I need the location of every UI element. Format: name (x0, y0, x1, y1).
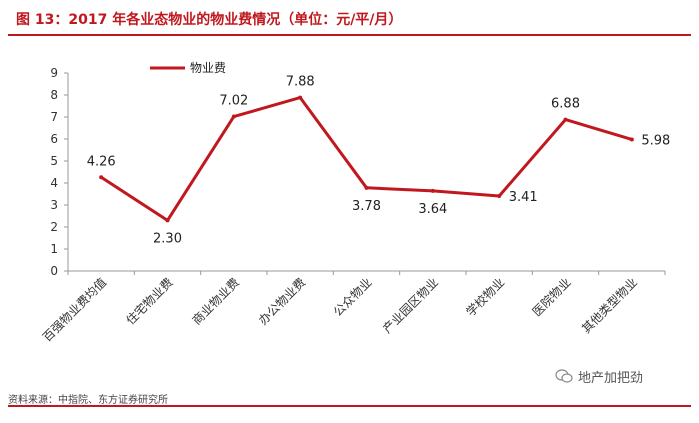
data-point (629, 137, 634, 142)
y-tick-label: 3 (50, 198, 58, 212)
data-point (563, 117, 568, 122)
y-tick-label: 5 (50, 154, 58, 168)
data-label: 7.02 (219, 94, 248, 109)
x-tick-label: 住宅物业费 (123, 275, 176, 328)
data-point (165, 218, 170, 223)
x-tick-label: 其他类型物业 (579, 275, 640, 336)
data-label: 7.88 (286, 75, 315, 90)
x-tick-label: 百强物业费均值 (39, 275, 109, 345)
figure-title-bar: 图 13：2017 年各业态物业的物业费情况（单位：元/平/月） (8, 10, 691, 36)
y-tick-label: 2 (50, 220, 58, 234)
data-label: 3.64 (418, 202, 447, 217)
x-tick-label: 学校物业 (463, 275, 508, 320)
y-tick-label: 8 (50, 88, 58, 102)
x-tick-label: 商业物业费 (189, 275, 242, 328)
data-point (497, 193, 502, 198)
legend-label: 物业费 (190, 61, 226, 75)
data-label: 6.88 (551, 97, 580, 112)
data-label: 5.98 (641, 133, 670, 148)
x-tick-label: 公众物业 (331, 275, 375, 319)
data-label: 2.30 (153, 231, 182, 246)
data-point (364, 185, 369, 190)
data-point (99, 175, 104, 180)
data-label: 4.26 (87, 154, 116, 169)
x-tick-label: 医院物业 (530, 275, 574, 319)
figure-title: 图 13：2017 年各业态物业的物业费情况（单位：元/平/月） (16, 12, 403, 28)
wechat-icon (555, 369, 573, 383)
watermark: 地产加把劲 (555, 366, 643, 386)
watermark-text: 地产加把劲 (578, 370, 644, 386)
data-point (430, 188, 435, 193)
data-label: 3.41 (509, 190, 538, 205)
y-tick-label: 1 (50, 242, 58, 256)
y-tick-label: 6 (50, 132, 58, 146)
title-divider (8, 34, 691, 36)
source-note: 资料来源：中指院、东方证券研究所 (8, 395, 168, 406)
data-point (231, 114, 236, 119)
data-label: 3.78 (352, 199, 381, 214)
data-point (298, 95, 303, 100)
x-tick-label: 产业园区物业 (380, 275, 441, 336)
x-tick-label: 办公物业费 (255, 275, 308, 328)
y-tick-label: 7 (50, 110, 58, 124)
y-tick-label: 4 (50, 176, 58, 190)
y-tick-label: 0 (50, 264, 58, 278)
bottom-divider (8, 405, 691, 407)
y-tick-label: 9 (50, 66, 58, 80)
